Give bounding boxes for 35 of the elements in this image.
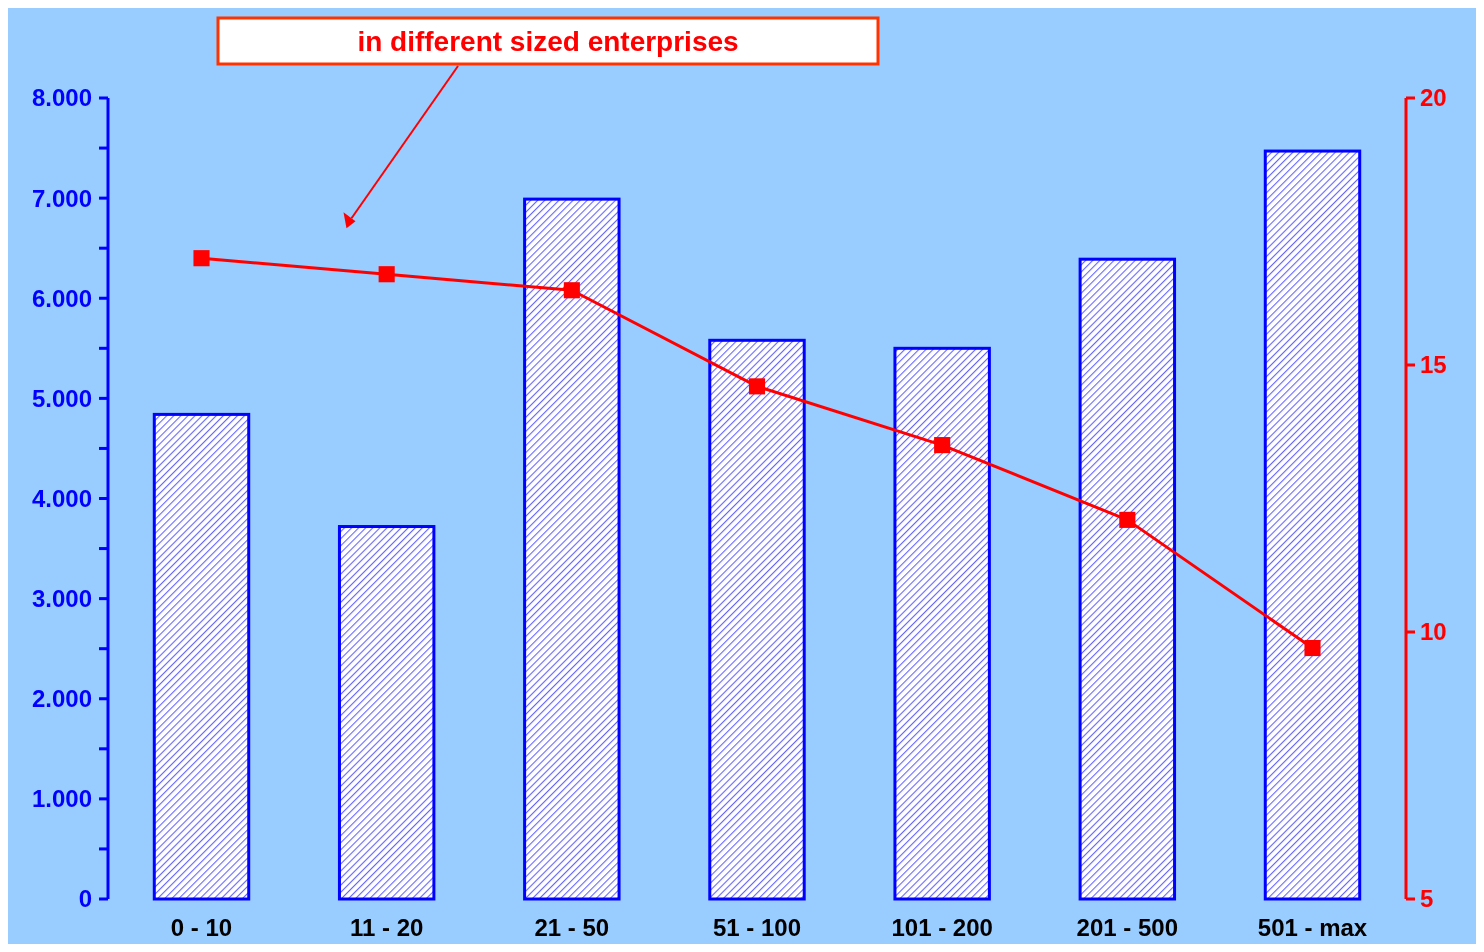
point [748,378,766,395]
bar [1263,149,1362,901]
bar [152,412,251,901]
y-tick-label: 0 [78,885,92,913]
y-tick-label: 6.000 [31,284,92,312]
y2-tick-label: 10 [1420,618,1447,646]
y2-tick-label: 5 [1420,885,1434,913]
x-tick-label: 201 - 500 [1076,914,1179,941]
point [193,250,210,267]
bar [708,338,806,901]
y-tick-label: 5.000 [31,384,92,412]
bar [337,525,436,901]
y-tick-label: 7.000 [31,184,92,212]
x-tick-label: 501 - max [1257,914,1368,941]
point [1304,639,1321,657]
y2-tick-label: 20 [1420,84,1447,112]
y-tick-label: 4.000 [31,484,92,512]
bar [893,346,991,901]
x-tick-label: 51 - 100 [712,914,802,941]
point [1119,511,1136,528]
point [934,437,951,454]
x-tick-label: 101 - 200 [891,914,993,941]
point [378,266,395,283]
y2-tick-label: 15 [1420,351,1447,379]
x-tick-label: 11 - 20 [349,914,424,941]
x-tick-label: 21 - 50 [534,914,610,941]
x-tick-label: 0 - 10 [170,914,233,941]
bar [523,197,621,901]
text: in different sized enterprises [357,25,739,57]
y-tick-label: 3.000 [31,585,92,613]
point [563,282,580,299]
y-tick-label: 8.000 [31,84,92,112]
y-tick-label: 1.000 [31,785,92,813]
bar [1078,257,1177,901]
y-tick-label: 2.000 [31,685,92,713]
